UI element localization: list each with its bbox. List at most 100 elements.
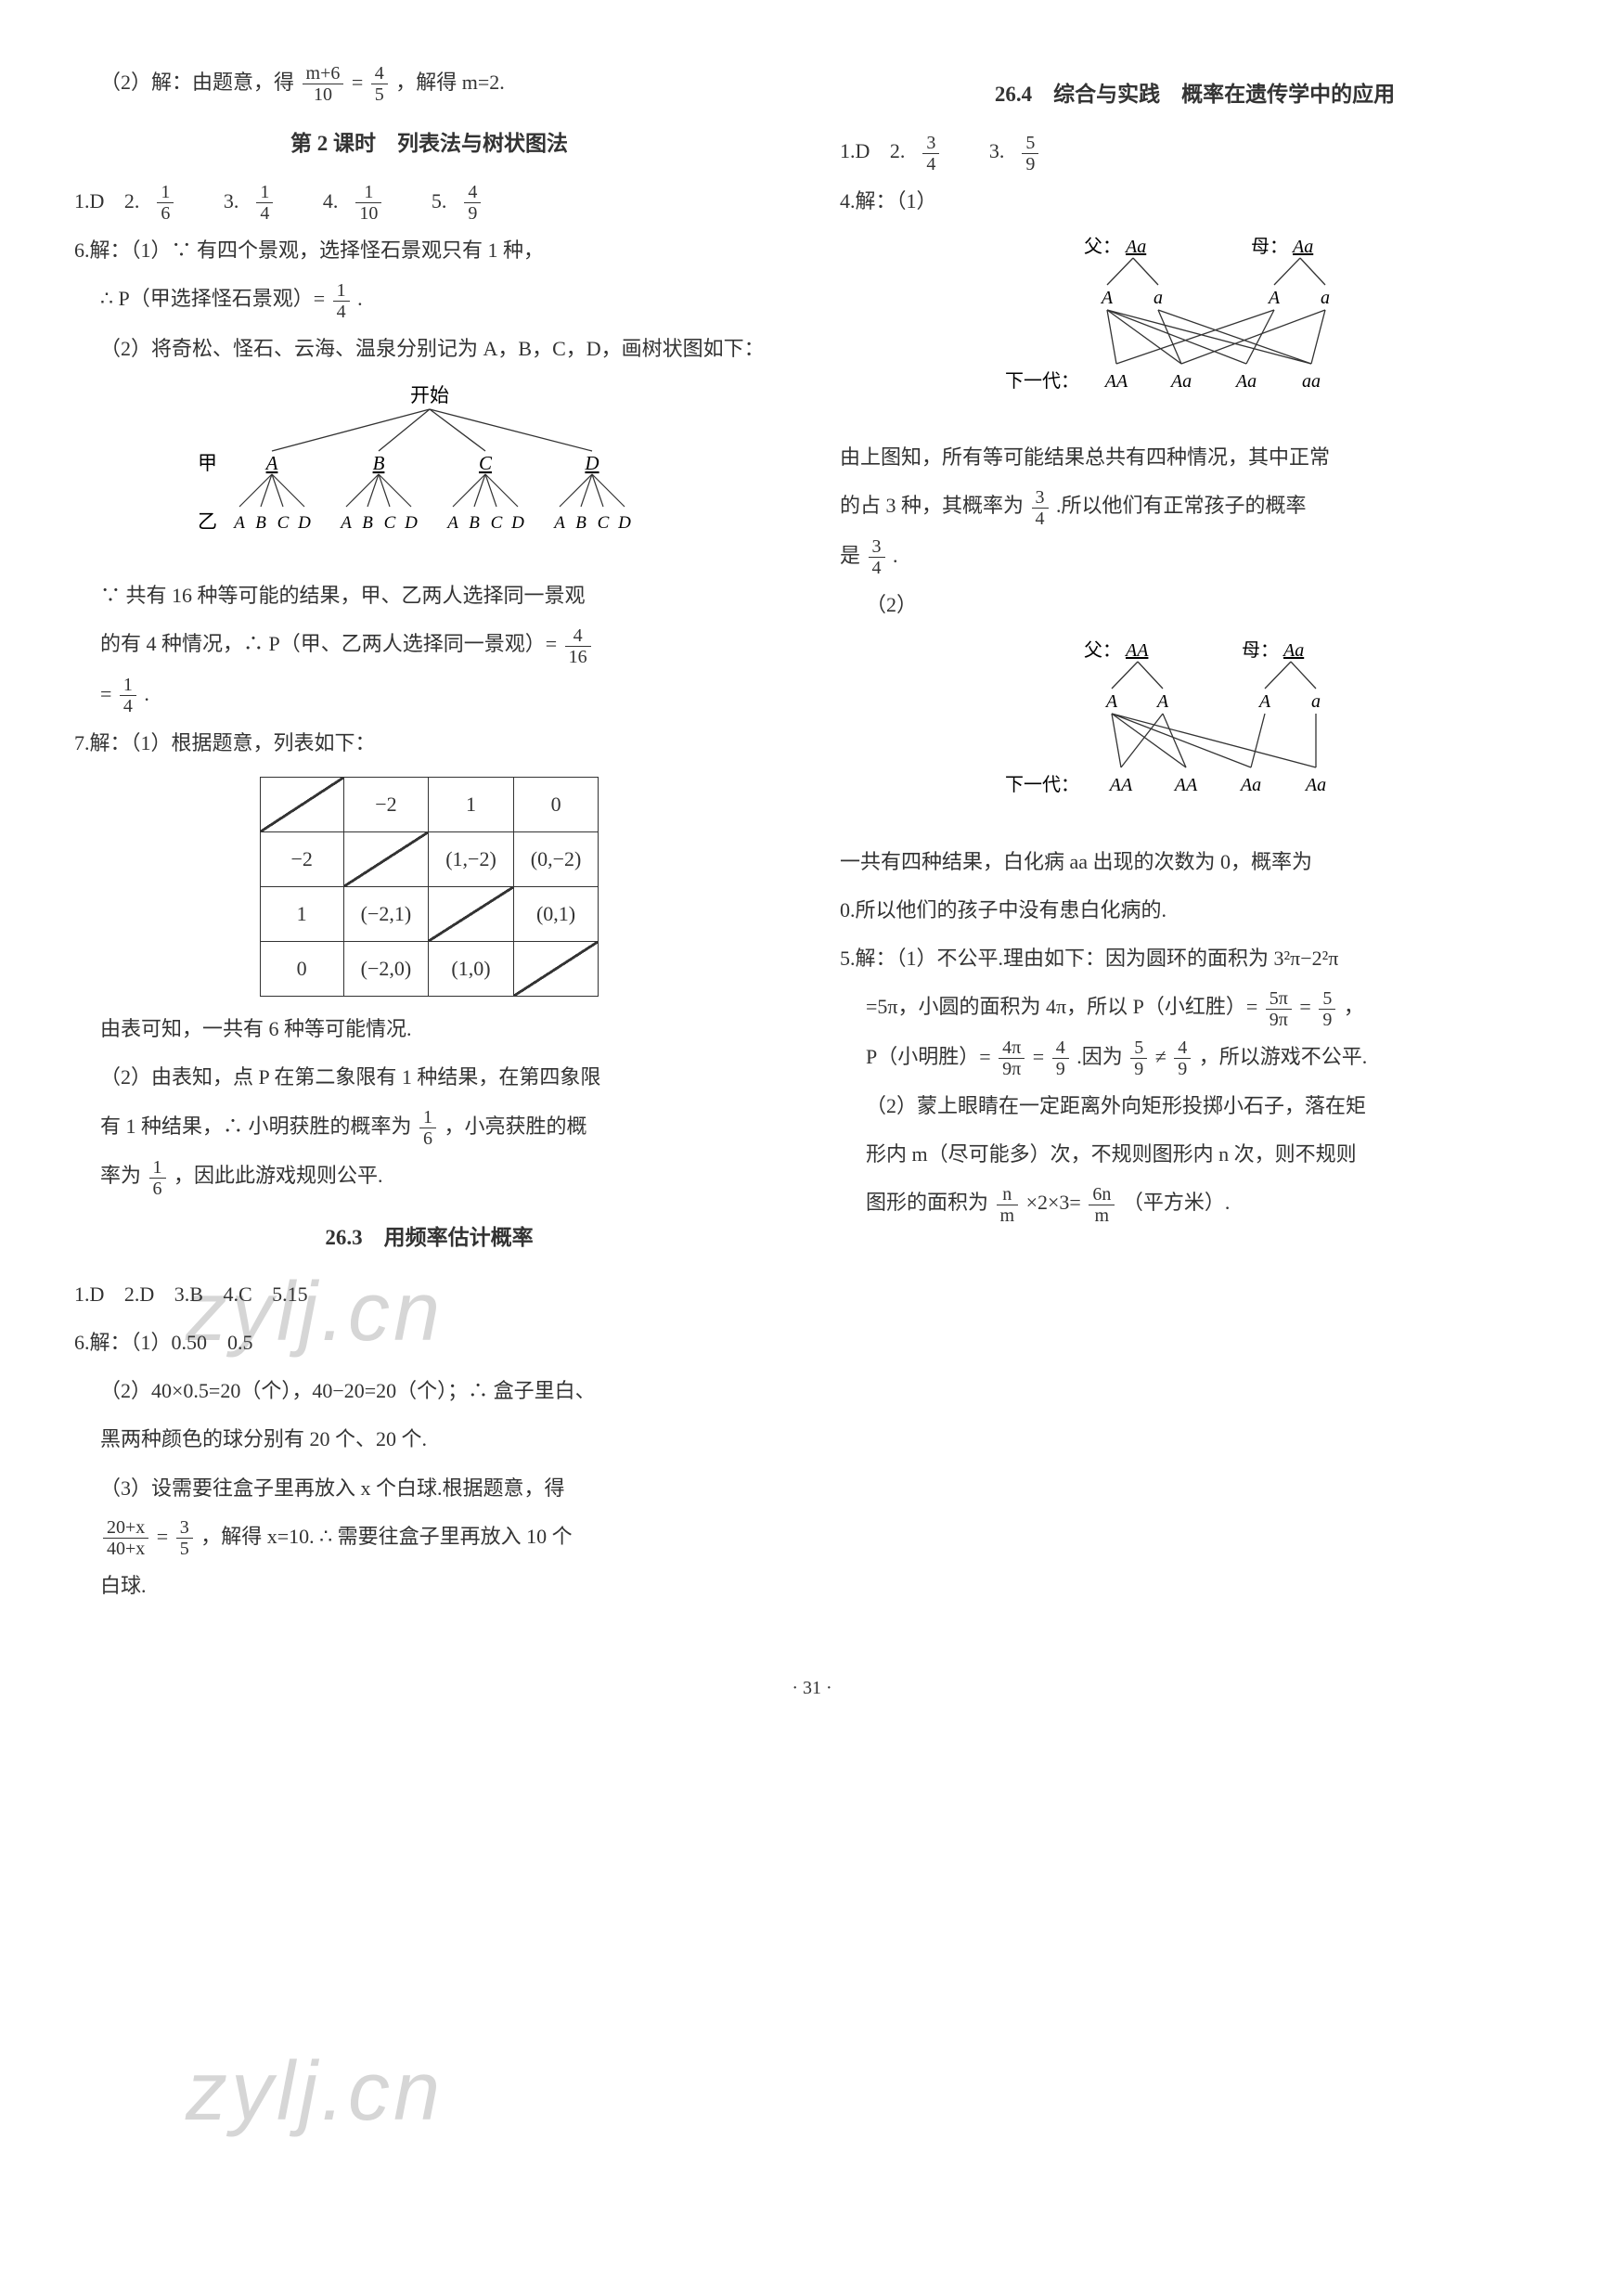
label-mu: 母：: [1251, 237, 1288, 257]
svg-text:A: A: [1099, 288, 1113, 308]
genetics-diagram-2: 父： AA 母： Aa A A A a 下一代： AAAAAaAa: [840, 638, 1550, 829]
answer: 5.49: [432, 189, 511, 213]
text-line: 一共有四种结果，白化病 aa 出现的次数为 0，概率为: [840, 841, 1550, 883]
text: ，解得 m=2.: [395, 71, 505, 94]
svg-text:C: C: [277, 513, 289, 533]
answer-row: 1.D 2.16 3.14 4.110 5.49: [74, 180, 784, 224]
left-column: （2）解：由题意，得 m+610 = 45 ，解得 m=2. 第 2 课时 列表…: [74, 56, 784, 1613]
table-cell: [513, 942, 599, 997]
svg-text:B: B: [575, 513, 586, 533]
tree-diagram: 开始 甲 A B C D 乙 ABCD ABCD ABCD ABCD: [74, 381, 784, 563]
table-cell: (1,−2): [429, 831, 514, 886]
svg-text:D: D: [510, 513, 524, 533]
table-cell: [429, 886, 514, 941]
svg-text:D: D: [297, 513, 311, 533]
answer: 1.D: [74, 189, 104, 213]
svg-text:A: A: [339, 513, 352, 533]
text-line: ∵ 共有 16 种等可能的结果，甲、乙两人选择同一景观: [74, 574, 784, 617]
text-line: （2）将奇松、怪石、云海、温泉分别记为 A，B，C，D，画树状图如下：: [74, 328, 784, 370]
text-line: 有 1 种结果，∴ 小明获胜的概率为 16 ，小亮获胜的概: [74, 1105, 784, 1149]
text-line: （2）40×0.5=20（个），40−20=20（个）；∴ 盒子里白、: [74, 1370, 784, 1412]
svg-text:母：: 母：: [1242, 640, 1279, 661]
svg-text:Aa: Aa: [1124, 237, 1146, 257]
text-line: 黑两种颜色的球分别有 20 个、20 个.: [74, 1418, 784, 1461]
text-line: 率为 16 ，因此此游戏规则公平.: [74, 1154, 784, 1198]
genetics-diagram-1: 父： Aa 母： Aa A a A a 下一代： AAAaAaaa: [840, 234, 1550, 425]
svg-text:A: A: [232, 513, 245, 533]
answer-row: 1.D 2.D 3.B 4.C 5.15: [74, 1273, 784, 1316]
node-start: 开始: [410, 384, 449, 406]
table-cell: (0,−2): [513, 831, 599, 886]
table-cell: (−2,1): [343, 886, 429, 941]
svg-text:Aa: Aa: [1291, 237, 1313, 257]
svg-text:C: C: [383, 513, 395, 533]
page-number: · 31 ·: [74, 1669, 1550, 1708]
text-line: 4.解：（1）: [840, 180, 1550, 223]
text-line: P（小明胜）= 4π9π = 49 .因为 59 ≠ 49 ，所以游戏不公平.: [840, 1036, 1550, 1079]
svg-text:C: C: [597, 513, 609, 533]
label-xyd: 下一代：: [1005, 370, 1079, 392]
text-line: （3）设需要往盒子里再放入 x 个白球.根据题意，得: [74, 1467, 784, 1510]
text: =: [352, 71, 363, 94]
svg-text:下一代：: 下一代：: [1005, 774, 1079, 795]
right-column: 26.4 综合与实践 概率在遗传学中的应用 1.D 2.34 3.59 4.解：…: [840, 56, 1550, 1613]
page-container: （2）解：由题意，得 m+610 = 45 ，解得 m=2. 第 2 课时 列表…: [74, 56, 1550, 1613]
svg-text:Aa: Aa: [1168, 371, 1191, 392]
section-heading: 26.3 用频率估计概率: [74, 1216, 784, 1260]
table-cell: −2: [343, 777, 429, 831]
text-line: 6.解：（1）0.50 0.5: [74, 1321, 784, 1364]
text-line: 形内 m（尽可能多）次，不规则图形内 n 次，则不规则: [840, 1133, 1550, 1176]
text-line: （2）解：由题意，得 m+610 = 45 ，解得 m=2.: [74, 61, 784, 105]
svg-text:C: C: [490, 513, 502, 533]
text-line: 由表可知，一共有 6 种等可能情况.: [74, 1008, 784, 1050]
text-line: 是 34 .: [840, 535, 1550, 578]
answer: 4.110: [323, 189, 412, 213]
text-line: ∴ P（甲选择怪石景观）= 14 .: [74, 277, 784, 321]
table-cell: 0: [513, 777, 599, 831]
section-heading: 第 2 课时 列表法与树状图法: [74, 122, 784, 166]
svg-text:AA: AA: [1107, 775, 1132, 795]
answer: 3.14: [224, 189, 303, 213]
svg-text:Aa: Aa: [1282, 640, 1304, 661]
text-line: 5.解：（1）不公平.理由如下：因为圆环的面积为 3²π−2²π: [840, 937, 1550, 980]
table-cell: [260, 777, 343, 831]
text-line: 由上图知，所有等可能结果总共有四种情况，其中正常: [840, 436, 1550, 479]
svg-text:D: D: [404, 513, 418, 533]
table-cell: −2: [260, 831, 343, 886]
svg-text:AA: AA: [1102, 371, 1128, 392]
data-table: −2 1 0 −2 (1,−2) (0,−2) 1 (−2,1) (0,1) 0…: [260, 777, 599, 998]
svg-text:a: a: [1321, 288, 1330, 308]
fraction: 45: [371, 63, 388, 105]
watermark: zylj.cn: [186, 2004, 444, 2180]
label-fu: 父：: [1084, 237, 1121, 257]
answer: 2.D: [124, 1282, 154, 1306]
svg-text:A: A: [552, 513, 565, 533]
svg-text:a: a: [1311, 691, 1321, 712]
node-A: A: [264, 452, 277, 474]
svg-text:Aa: Aa: [1303, 775, 1325, 795]
svg-text:B: B: [255, 513, 266, 533]
text-line: 的有 4 种情况，∴ P（甲、乙两人选择同一景观）= 416: [74, 623, 784, 666]
svg-text:A: A: [445, 513, 458, 533]
svg-text:AA: AA: [1172, 775, 1197, 795]
table-cell: (0,1): [513, 886, 599, 941]
svg-text:D: D: [617, 513, 631, 533]
svg-text:AA: AA: [1124, 640, 1149, 661]
text-line: （2）由表知，点 P 在第二象限有 1 种结果，在第四象限: [74, 1056, 784, 1099]
svg-text:Aa: Aa: [1238, 775, 1260, 795]
text-line: 7.解：（1）根据题意，列表如下：: [74, 722, 784, 765]
answer: 4.C: [223, 1282, 251, 1306]
text-line: （2）蒙上眼睛在一定距离外向矩形投掷小石子，落在矩: [840, 1085, 1550, 1128]
svg-text:A: A: [1257, 691, 1270, 712]
table-cell: 1: [260, 886, 343, 941]
answer-row: 1.D 2.34 3.59: [840, 130, 1550, 174]
svg-text:A: A: [1154, 691, 1168, 712]
svg-text:B: B: [469, 513, 480, 533]
text-line: 白球.: [74, 1565, 784, 1607]
text-line: 的占 3 种，其概率为 34 .所以他们有正常孩子的概率: [840, 484, 1550, 528]
svg-text:aa: aa: [1302, 371, 1321, 392]
table-cell: (1,0): [429, 942, 514, 997]
section-heading: 26.4 综合与实践 概率在遗传学中的应用: [840, 72, 1550, 117]
table-cell: 0: [260, 942, 343, 997]
text-line: = 14 .: [74, 673, 784, 716]
